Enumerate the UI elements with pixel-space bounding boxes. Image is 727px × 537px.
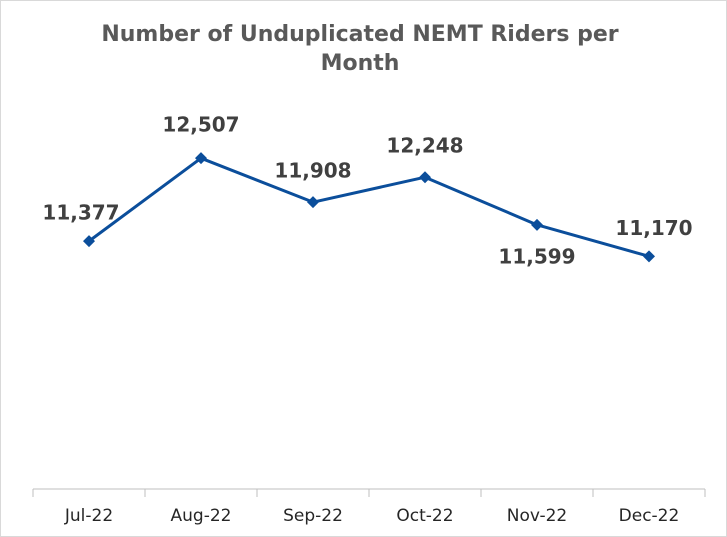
- x-tick-label: Sep-22: [283, 506, 343, 526]
- data-label: 12,248: [386, 134, 463, 158]
- data-line: [88, 156, 650, 258]
- data-point: [419, 171, 431, 184]
- data-point: [195, 152, 207, 165]
- data-point: [307, 196, 319, 209]
- x-tick-label: Dec-22: [619, 506, 680, 526]
- data-label: 11,170: [615, 216, 692, 240]
- data-point: [83, 235, 95, 248]
- x-tick-label: Nov-22: [507, 506, 568, 526]
- data-point: [531, 218, 543, 231]
- data-point: [643, 250, 655, 263]
- x-tick-label: Jul-22: [64, 506, 113, 526]
- data-label: 11,908: [274, 159, 351, 183]
- data-label: 12,507: [162, 113, 239, 137]
- data-label: 11,377: [42, 201, 119, 225]
- x-tick-label: Aug-22: [171, 506, 232, 526]
- chart-title: Number of Unduplicated NEMT Riders per M…: [101, 22, 619, 76]
- data-label: 11,599: [498, 244, 575, 268]
- x-tick-label: Oct-22: [396, 506, 453, 526]
